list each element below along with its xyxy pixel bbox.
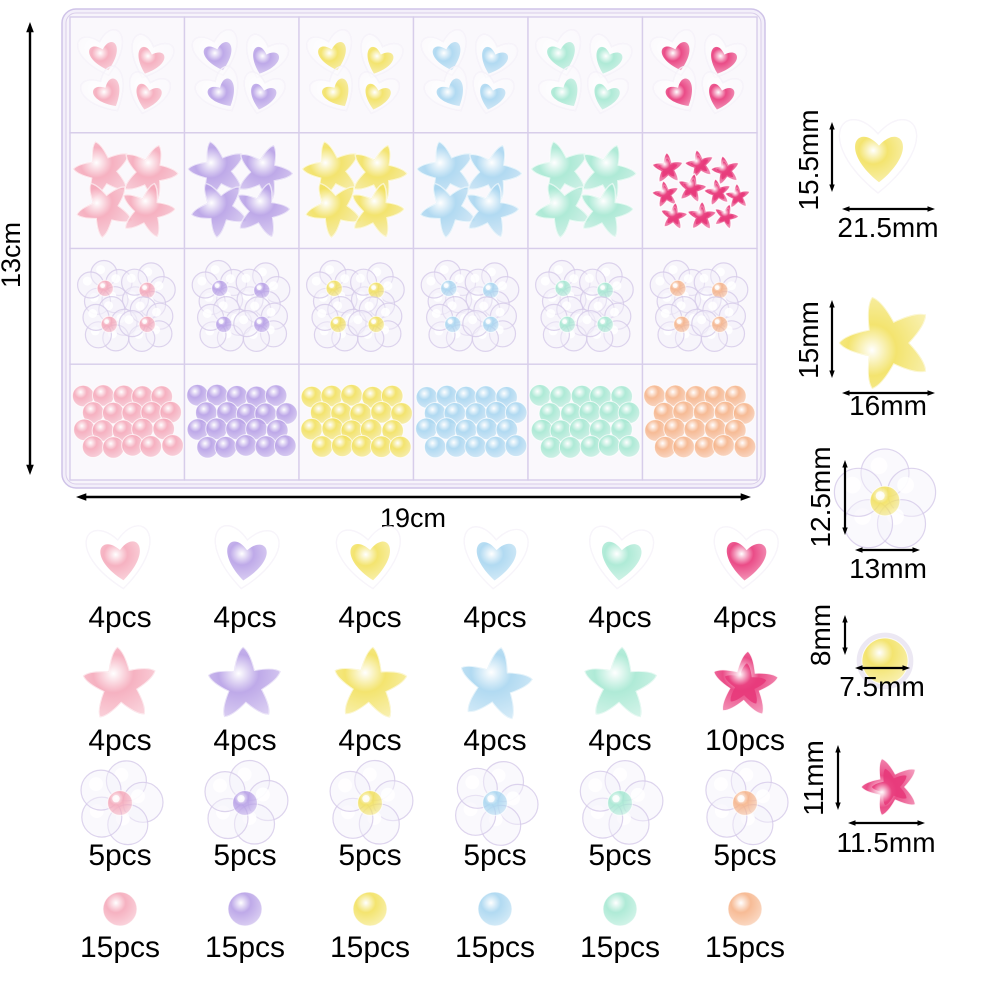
svg-text:16mm: 16mm <box>849 390 927 421</box>
svg-text:4pcs: 4pcs <box>588 724 651 757</box>
svg-text:4pcs: 4pcs <box>713 601 776 634</box>
svg-text:13mm: 13mm <box>849 553 927 584</box>
svg-text:11.5mm: 11.5mm <box>836 827 935 858</box>
svg-text:5pcs: 5pcs <box>588 839 651 872</box>
svg-text:4pcs: 4pcs <box>463 724 526 757</box>
svg-text:10pcs: 10pcs <box>705 724 785 757</box>
svg-text:4pcs: 4pcs <box>588 601 651 634</box>
svg-text:15pcs: 15pcs <box>580 931 660 964</box>
svg-text:5pcs: 5pcs <box>713 839 776 872</box>
svg-text:8mm: 8mm <box>805 604 836 666</box>
svg-text:5pcs: 5pcs <box>463 839 526 872</box>
svg-text:15pcs: 15pcs <box>705 931 785 964</box>
svg-text:4pcs: 4pcs <box>213 724 276 757</box>
svg-text:15pcs: 15pcs <box>80 931 160 964</box>
svg-text:15pcs: 15pcs <box>330 931 410 964</box>
svg-text:4pcs: 4pcs <box>338 724 401 757</box>
svg-text:13cm: 13cm <box>0 222 26 288</box>
svg-text:15pcs: 15pcs <box>205 931 285 964</box>
svg-text:15pcs: 15pcs <box>455 931 535 964</box>
svg-text:7.5mm: 7.5mm <box>839 671 925 702</box>
svg-text:5pcs: 5pcs <box>338 839 401 872</box>
svg-text:5pcs: 5pcs <box>88 839 151 872</box>
svg-text:15mm: 15mm <box>793 301 824 379</box>
svg-text:4pcs: 4pcs <box>338 601 401 634</box>
svg-text:21.5mm: 21.5mm <box>837 212 938 243</box>
svg-text:4pcs: 4pcs <box>213 601 276 634</box>
svg-text:11mm: 11mm <box>798 740 829 816</box>
svg-text:5pcs: 5pcs <box>213 839 276 872</box>
svg-text:15.5mm: 15.5mm <box>793 109 824 210</box>
svg-text:4pcs: 4pcs <box>88 601 151 634</box>
svg-text:12.5mm: 12.5mm <box>805 446 836 547</box>
svg-text:4pcs: 4pcs <box>463 601 526 634</box>
svg-text:4pcs: 4pcs <box>88 724 151 757</box>
